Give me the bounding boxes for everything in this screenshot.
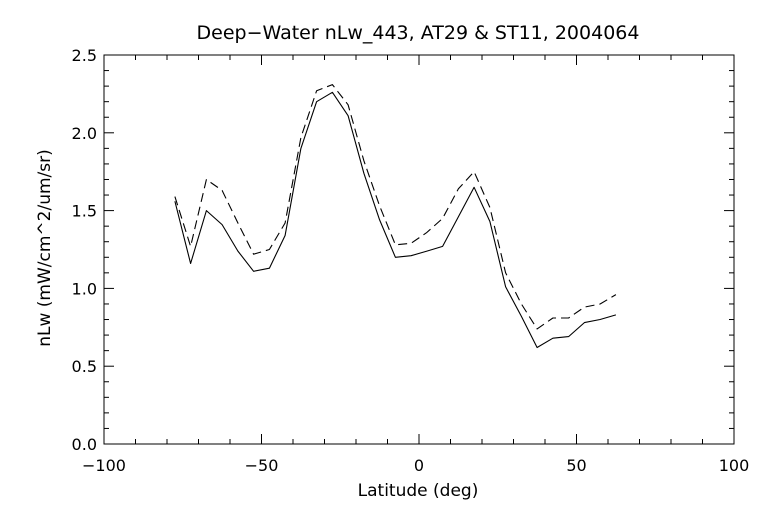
x-axis-label: Latitude (deg) bbox=[358, 481, 479, 501]
series-layer bbox=[174, 84, 617, 349]
x-tick-label: −100 bbox=[82, 456, 126, 475]
y-tick-label: 0.0 bbox=[72, 435, 97, 454]
ticks-layer: −100 −50 0 50 100 0.0 0.5 1.0 1.5 2.0 2.5 bbox=[72, 46, 750, 475]
y-tick-label: 0.5 bbox=[72, 357, 97, 376]
x-tick-label: −50 bbox=[245, 456, 279, 475]
y-tick-label: 1.0 bbox=[72, 279, 97, 298]
plot-frame bbox=[103, 54, 735, 445]
dashed-series-line bbox=[174, 84, 617, 330]
y-tick-label: 1.5 bbox=[72, 202, 97, 221]
x-tick-label: 0 bbox=[414, 456, 424, 475]
solid-series-line bbox=[174, 91, 617, 349]
chart-title: Deep−Water nLw_443, AT29 & ST11, 2004064 bbox=[197, 22, 640, 44]
x-tick-label: 100 bbox=[719, 456, 750, 475]
y-axis-label: nLw (mW/cm^2/um/sr) bbox=[35, 149, 55, 347]
y-tick-label: 2.0 bbox=[72, 124, 97, 143]
x-tick-label: 50 bbox=[566, 456, 586, 475]
y-tick-label: 2.5 bbox=[72, 46, 97, 65]
